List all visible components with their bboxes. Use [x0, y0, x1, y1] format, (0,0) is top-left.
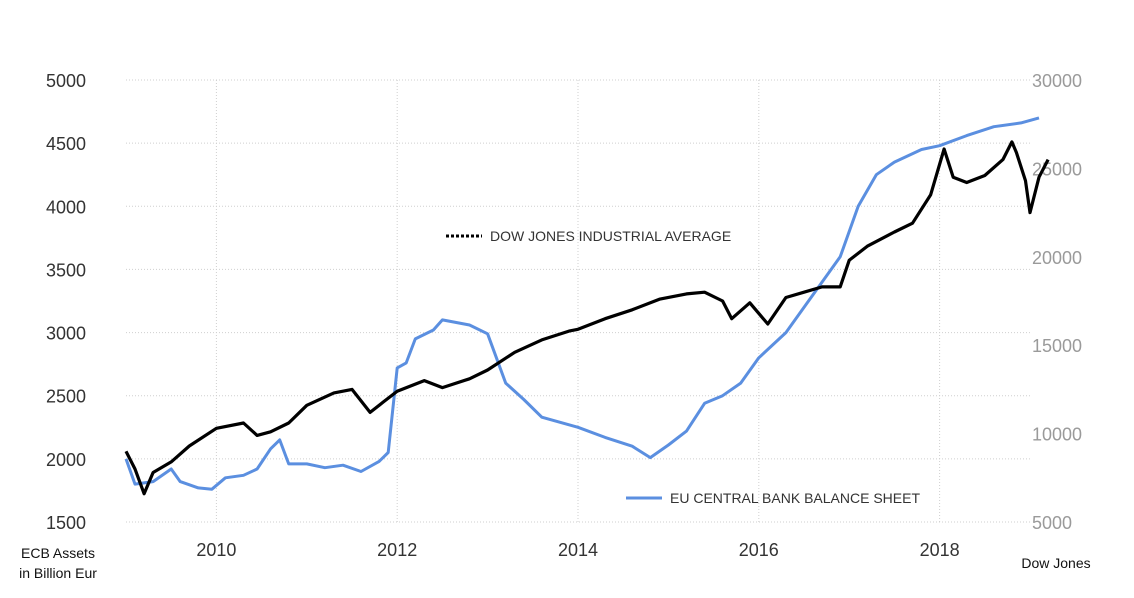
right-axis-label: Dow Jones [1021, 555, 1090, 571]
series-layer [124, 116, 1050, 496]
x-tick-label: 2018 [920, 540, 960, 560]
right-tick-label: 20000 [1032, 248, 1082, 268]
left-axis-label-line-1: ECB Assets [21, 545, 95, 561]
left-tick-label: 3000 [46, 324, 86, 344]
right-tick-label: 10000 [1032, 425, 1082, 445]
x-tick-label: 2012 [377, 540, 417, 560]
left-axis-label-line-2: in Billion Eur [19, 565, 97, 581]
x-tick-label: 2010 [196, 540, 236, 560]
left-tick-label: 5000 [46, 71, 86, 91]
legend-dow-jones-label: DOW JONES INDUSTRIAL AVERAGE [490, 228, 731, 244]
grid-layer [126, 79, 1030, 523]
left-tick-label: 3500 [46, 260, 86, 280]
x-tick-label: 2016 [739, 540, 779, 560]
legend-ecb-balance-sheet-label: EU CENTRAL BANK BALANCE SHEET [670, 490, 920, 506]
legend-layer: DOW JONES INDUSTRIAL AVERAGE EU CENTRAL B… [446, 228, 920, 506]
right-tick-label: 15000 [1032, 336, 1082, 356]
left-tick-label: 4500 [46, 134, 86, 154]
x-tick-label: 2014 [558, 540, 598, 560]
left-tick-label: 2500 [46, 387, 86, 407]
left-tick-label: 1500 [46, 513, 86, 533]
x-axis-ticks: 2010 2012 2014 2016 2018 [196, 540, 959, 560]
right-tick-label: 30000 [1032, 71, 1082, 91]
ecb-balance-sheet-series-line [124, 116, 1040, 491]
dow-jones-series-line [124, 140, 1050, 496]
right-tick-label: 5000 [1032, 513, 1072, 533]
left-axis-ticks: 5000 4500 4000 3500 3000 2500 2000 1500 [46, 71, 86, 533]
left-tick-label: 4000 [46, 197, 86, 217]
left-tick-label: 2000 [46, 450, 86, 470]
